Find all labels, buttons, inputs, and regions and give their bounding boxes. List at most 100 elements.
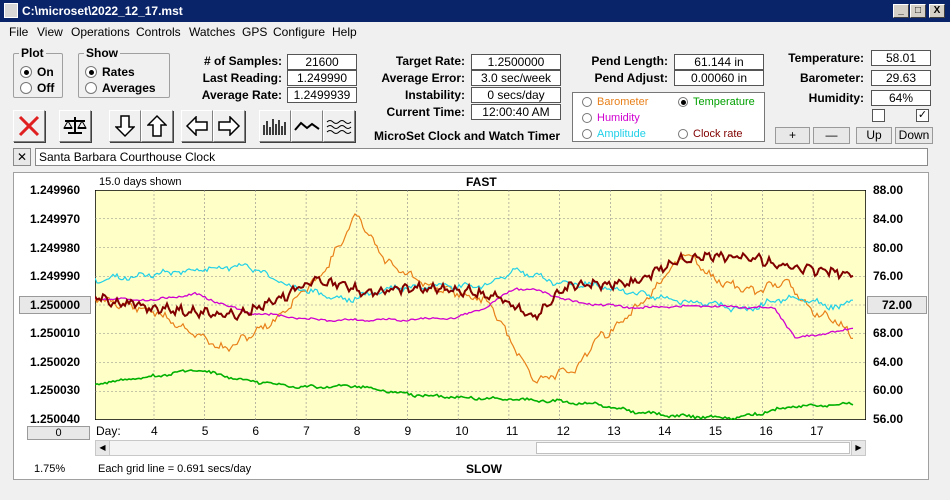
menu-bar: File View Operations Controls Watches GP… [0, 22, 950, 42]
menu-watches[interactable]: Watches [189, 25, 236, 39]
line-graph-icon [294, 121, 320, 131]
legend-temperature[interactable]: Temperature [678, 96, 755, 108]
menu-configure[interactable]: Configure [273, 25, 326, 39]
balance-button[interactable] [59, 110, 91, 142]
plot-grid [95, 190, 866, 420]
radio-dot-icon [85, 66, 97, 78]
day-tick: 15 [708, 424, 723, 438]
radio-dot-icon [20, 66, 32, 78]
day-tick: 16 [759, 424, 773, 438]
arrow-up-icon [147, 114, 167, 137]
left-axis-tick: 1.250030 [30, 383, 81, 397]
day-tick: 9 [404, 424, 412, 438]
plot-off-radio[interactable]: Off [20, 81, 54, 95]
window-title: C:\microset\2022_12_17.mst [22, 4, 183, 18]
menu-file[interactable]: File [9, 25, 29, 39]
pend-adjust-label: Pend Adjust: [594, 71, 668, 85]
left-axis-tick: 1.249970 [30, 212, 81, 226]
center-temp-button[interactable]: 72.00 [867, 296, 927, 314]
left-axis-tick: 1.249980 [30, 241, 81, 255]
line-graph-button[interactable] [291, 110, 323, 142]
target-rate-value: 1.2500000 [471, 54, 561, 70]
wave-button[interactable] [323, 110, 355, 142]
day-tick: 6 [252, 424, 260, 438]
radio-dot-icon [582, 97, 592, 107]
legend-clock-rate[interactable]: Clock rate [678, 128, 743, 140]
day-tick: 10 [455, 424, 469, 438]
show-rates-radio[interactable]: Rates [85, 65, 135, 79]
close-button[interactable]: X [929, 4, 945, 18]
average-rate-label: Average Rate: [201, 88, 282, 102]
day-tick: 5 [201, 424, 209, 438]
temperature-label: Temperature: [788, 51, 864, 65]
scroll-left-icon[interactable]: ◀ [96, 441, 110, 455]
humidity-value: 64% [871, 90, 931, 106]
right-axis-tick: 60.00 [873, 383, 904, 397]
last-reading-value: 1.249990 [287, 70, 357, 86]
right-axis-tick: 88.00 [873, 183, 904, 197]
arrow-right-button[interactable] [213, 110, 245, 142]
day-tick: 4 [151, 424, 158, 438]
show-group-title: Show [84, 46, 120, 60]
arrow-down-button[interactable] [109, 110, 141, 142]
average-rate-value: 1.2499939 [287, 87, 357, 103]
increase-button[interactable]: + [775, 127, 810, 144]
menu-help[interactable]: Help [332, 25, 357, 39]
histogram-icon [263, 119, 286, 135]
radio-dot-icon [678, 97, 688, 107]
average-error-label: Average Error: [381, 71, 465, 85]
maximize-button[interactable]: □ [910, 4, 926, 18]
menu-view[interactable]: View [37, 25, 63, 39]
balance-icon [63, 117, 87, 134]
menu-operations[interactable]: Operations [71, 25, 130, 39]
left-axis-tick: 1.249990 [30, 269, 81, 283]
clear-name-button[interactable]: ✕ [13, 148, 31, 166]
option-checkbox-2[interactable]: ✓ [916, 109, 929, 122]
left-axis-tick: 1.249960 [30, 183, 81, 197]
arrow-left-button[interactable] [181, 110, 213, 142]
legend-barometer[interactable]: Barometer [582, 96, 648, 108]
show-averages-radio[interactable]: Averages [85, 81, 156, 95]
up-button[interactable]: Up [856, 127, 892, 144]
humidity-line [95, 287, 854, 339]
scroll-thumb[interactable] [536, 442, 850, 454]
arrow-down-icon [115, 115, 135, 138]
amplitude-line [95, 262, 853, 313]
rate-plot [95, 190, 866, 420]
show-group [78, 53, 170, 98]
stop-button[interactable] [13, 110, 45, 142]
day-axis-title: Day: [96, 424, 121, 438]
plot-on-radio[interactable]: On [20, 65, 54, 79]
slow-label: SLOW [466, 462, 502, 476]
offset-button[interactable]: 0 [27, 426, 90, 440]
day-tick: 8 [353, 424, 361, 438]
clock-rate-line [95, 250, 854, 322]
scroll-right-icon[interactable]: ▶ [851, 441, 865, 455]
samples-value: 21600 [287, 54, 357, 70]
barometer-value: 29.63 [871, 70, 931, 86]
histogram-button[interactable] [259, 110, 291, 142]
target-rate-label: Target Rate: [395, 54, 465, 68]
legend-humidity[interactable]: Humidity [582, 112, 640, 124]
grid-note: Each grid line = 0.691 secs/day [98, 463, 252, 475]
samples-label: # of Samples: [203, 54, 282, 68]
decrease-button[interactable]: — [813, 127, 850, 144]
horizontal-scrollbar[interactable]: ◀ ▶ [95, 440, 866, 456]
menu-controls[interactable]: Controls [136, 25, 181, 39]
instability-value: 0 secs/day [471, 87, 561, 103]
right-axis-tick: 56.00 [873, 412, 904, 426]
fast-label: FAST [466, 175, 497, 189]
minimize-button[interactable]: _ [893, 4, 909, 18]
clock-name-input[interactable]: Santa Barbara Courthouse Clock [35, 148, 928, 166]
app-caption: MicroSet Clock and Watch Timer [374, 129, 561, 143]
arrow-left-icon [185, 116, 208, 136]
down-button[interactable]: Down [895, 127, 933, 144]
pend-length-value: 61.144 in [674, 54, 764, 70]
center-rate-button[interactable]: 1.250000 [19, 296, 91, 314]
option-checkbox-1[interactable] [872, 109, 885, 122]
arrow-up-button[interactable] [141, 110, 173, 142]
radio-dot-icon [582, 129, 592, 139]
legend-amplitude[interactable]: Amplitude [582, 128, 646, 140]
menu-gps[interactable]: GPS [242, 25, 268, 39]
series-legend: Barometer Temperature Humidity Amplitude… [572, 92, 765, 142]
